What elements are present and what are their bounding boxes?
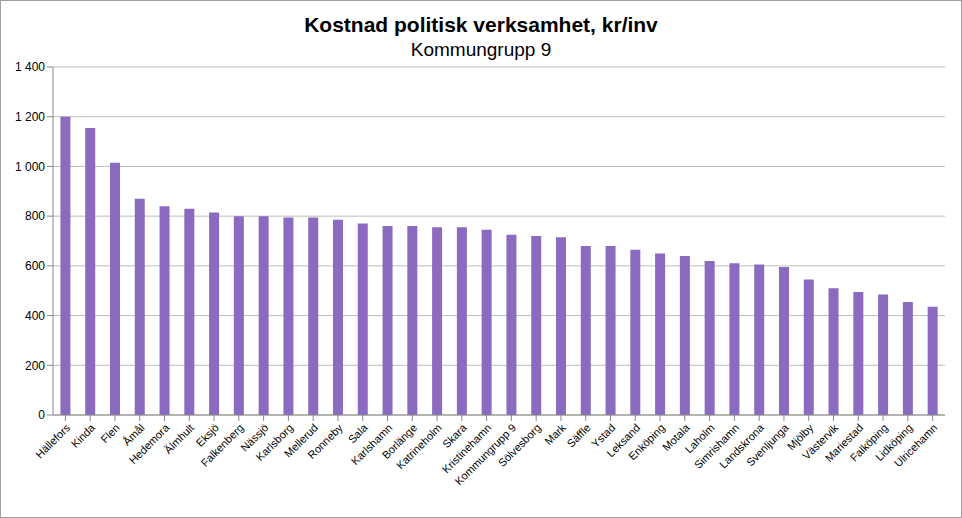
html-text:Kostnad politisk verksamhet, k: Kostnad politisk verksamhet, kr/inv <box>304 13 658 36</box>
svg-text:Leksand: Leksand <box>604 421 643 460</box>
svg-text:Mark: Mark <box>542 421 568 447</box>
svg-text:Ronneby: Ronneby <box>305 421 345 461</box>
svg-text:800: 800 <box>25 209 45 223</box>
svg-text:Sala: Sala <box>345 421 370 446</box>
svg-text:Svenljunga: Svenljunga <box>743 421 791 469</box>
svg-text:Karlsborg: Karlsborg <box>253 421 296 464</box>
svg-text:1 400: 1 400 <box>15 61 45 74</box>
svg-text:Katrineholm: Katrineholm <box>394 421 444 471</box>
svg-text:Hedemora: Hedemora <box>126 421 172 467</box>
svg-text:1 200: 1 200 <box>15 110 45 124</box>
svg-text:Nässjö: Nässjö <box>238 421 271 454</box>
svg-text:Eksjö: Eksjö <box>193 421 221 449</box>
svg-text:600: 600 <box>25 259 45 273</box>
svg-text:Västervik: Västervik <box>800 421 841 462</box>
html-text:Kommungrupp 9: Kommungrupp 9 <box>410 39 552 60</box>
svg-text:Älmhult: Älmhult <box>162 421 196 455</box>
svg-text:Landskrona: Landskrona <box>717 421 767 471</box>
svg-text:Lidköping: Lidköping <box>873 421 915 464</box>
svg-text:Borlänge: Borlänge <box>379 421 420 462</box>
svg-text:Åmål: Åmål <box>120 421 147 448</box>
svg-text:Kristinehamn: Kristinehamn <box>439 421 494 476</box>
svg-text:Flen: Flen <box>98 421 122 445</box>
svg-text:Falkenberg: Falkenberg <box>198 421 246 469</box>
svg-text:Mellerud: Mellerud <box>281 421 321 460</box>
svg-text:Enköping: Enköping <box>626 421 667 462</box>
svg-text:Laholm: Laholm <box>682 421 717 456</box>
svg-text:Ystad: Ystad <box>589 421 618 450</box>
svg-text:Karlshamn: Karlshamn <box>348 421 395 468</box>
svg-text:Kommungrupp 9: Kommungrupp 9 <box>452 421 519 488</box>
svg-text:400: 400 <box>25 309 45 323</box>
svg-text:200: 200 <box>25 359 45 373</box>
svg-text:Motala: Motala <box>659 421 692 454</box>
svg-text:Kinda: Kinda <box>69 421 98 450</box>
svg-text:Säffle: Säffle <box>564 421 592 449</box>
svg-text:1 000: 1 000 <box>15 160 45 174</box>
svg-text:Simrishamn: Simrishamn <box>691 421 742 471</box>
svg-text:Sölvesborg: Sölvesborg <box>496 421 543 468</box>
svg-text:Falköping: Falköping <box>847 421 890 464</box>
svg-text:Ulricehamn: Ulricehamn <box>892 421 940 469</box>
svg-text:0: 0 <box>38 408 45 422</box>
svg-text:Mjölby: Mjölby <box>784 421 816 453</box>
svg-text:Skara: Skara <box>440 421 469 451</box>
svg-text:Hällefors: Hällefors <box>33 421 73 461</box>
svg-text:Mariestad: Mariestad <box>822 421 866 465</box>
